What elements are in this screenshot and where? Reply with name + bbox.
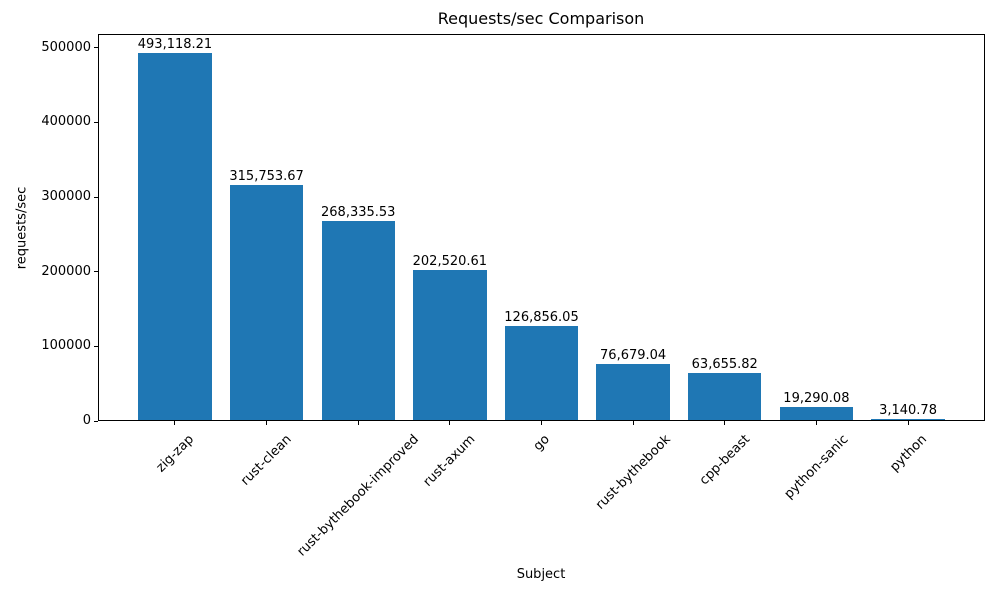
y-tick [94,345,98,347]
bar-go [504,326,579,421]
x-tick-label-rust-bythebook: rust-bythebook [592,432,674,513]
x-tick-label-rust-axum: rust-axum [420,432,479,490]
value-label-rust-bythebook-improved: 268,335.53 [321,204,396,220]
y-tick [94,121,98,123]
x-tick-label-rust-bythebook-improved: rust-bythebook-improved [294,432,423,560]
x-tick [724,421,726,425]
value-label-rust-axum: 202,520.61 [412,253,488,269]
x-tick [815,421,817,425]
x-tick [907,421,909,425]
y-tick [94,47,98,49]
x-tick-label-go: go [530,432,553,455]
value-label-rust-bythebook: 76,679.04 [600,347,667,363]
bar-rust-bythebook [596,363,670,421]
x-tick-label-python: python [886,432,930,475]
bar-rust-clean [229,185,304,421]
bar-python [871,418,945,421]
plot-area [98,34,985,421]
y-tick [94,196,98,198]
x-tick [632,421,634,425]
y-tick-label-500000: 500000 [41,39,91,55]
bar-rust-axum [413,269,487,421]
x-tick-label-python-sanic: python-sanic [781,432,852,502]
x-tick [357,421,359,425]
y-tick [94,420,98,422]
y-tick-label-200000: 200000 [41,263,91,279]
chart-title: Requests/sec Comparison [437,9,645,28]
x-tick [266,421,268,425]
bar-cpp-beast [688,373,762,421]
y-tick [94,271,98,273]
y-tick-label-400000: 400000 [41,114,91,130]
bar-zig-zap [138,52,212,421]
y-tick-label-100000: 100000 [41,338,91,354]
y-tick-label-300000: 300000 [41,189,91,205]
x-tick [174,421,176,425]
value-label-zig-zap: 493,118.21 [137,36,213,52]
y-tick-label-0: 0 [82,413,91,428]
x-tick [449,421,451,425]
value-label-go: 126,856.05 [504,310,579,326]
x-tick-label-cpp-beast: cpp-beast [696,432,754,489]
value-label-python: 3,140.78 [879,402,937,418]
x-tick-label-zig-zap: zig-zap [153,432,197,476]
bar-rust-bythebook-improved [321,220,395,421]
value-label-rust-clean: 315,753.67 [229,169,304,185]
value-label-cpp-beast: 63,655.82 [691,357,758,373]
x-tick-label-rust-clean: rust-clean [238,432,296,489]
value-label-python-sanic: 19,290.08 [783,390,850,406]
x-axis-label: Subject [516,567,566,582]
bar-python-sanic [779,406,854,421]
x-tick [541,421,542,425]
